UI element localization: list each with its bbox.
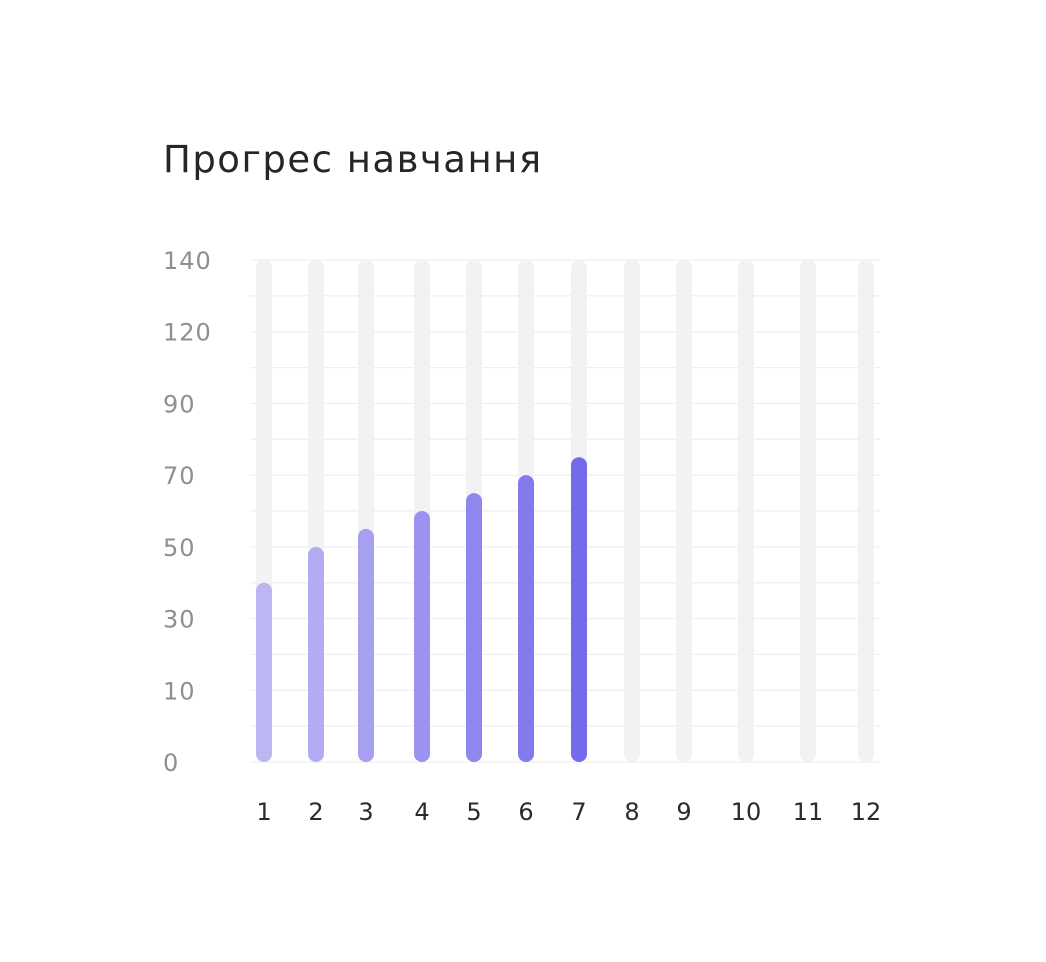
y-tick-label: 120	[163, 319, 212, 347]
x-axis-ticks: 1 2 3 4 5 6 7 8 9 10 11 12	[256, 798, 881, 826]
y-tick-label: 50	[163, 534, 196, 562]
chart-title: Прогрес навчання	[163, 138, 543, 181]
bar	[414, 511, 430, 762]
grid-lines	[250, 259, 880, 763]
bar-track	[624, 260, 640, 762]
x-tick-label: 8	[624, 798, 639, 826]
bar	[518, 475, 534, 762]
y-tick-label: 90	[163, 390, 196, 418]
y-tick-label: 10	[163, 677, 196, 705]
bar-track	[738, 260, 754, 762]
y-tick-label: 0	[163, 749, 179, 777]
bar-track	[676, 260, 692, 762]
x-tick-label: 3	[358, 798, 373, 826]
bar	[308, 546, 324, 762]
x-tick-label: 4	[414, 798, 429, 826]
y-tick-label: 70	[163, 462, 196, 490]
bar	[358, 528, 374, 762]
y-tick-label: 140	[163, 247, 212, 275]
x-tick-label: 6	[518, 798, 533, 826]
bar-track	[858, 260, 874, 762]
x-tick-label: 11	[793, 798, 824, 826]
bar	[256, 582, 272, 762]
x-tick-label: 1	[256, 798, 271, 826]
y-axis-ticks: 0 10 30 50 70 90 120 140	[163, 247, 212, 777]
bar	[571, 457, 587, 762]
x-tick-label: 2	[308, 798, 323, 826]
bar	[466, 493, 482, 762]
bar-track	[800, 260, 816, 762]
x-tick-label: 7	[571, 798, 586, 826]
x-tick-label: 12	[851, 798, 882, 826]
y-tick-label: 30	[163, 606, 196, 634]
x-tick-label: 9	[676, 798, 691, 826]
x-tick-label: 10	[731, 798, 762, 826]
bars	[256, 457, 587, 762]
x-tick-label: 5	[466, 798, 481, 826]
